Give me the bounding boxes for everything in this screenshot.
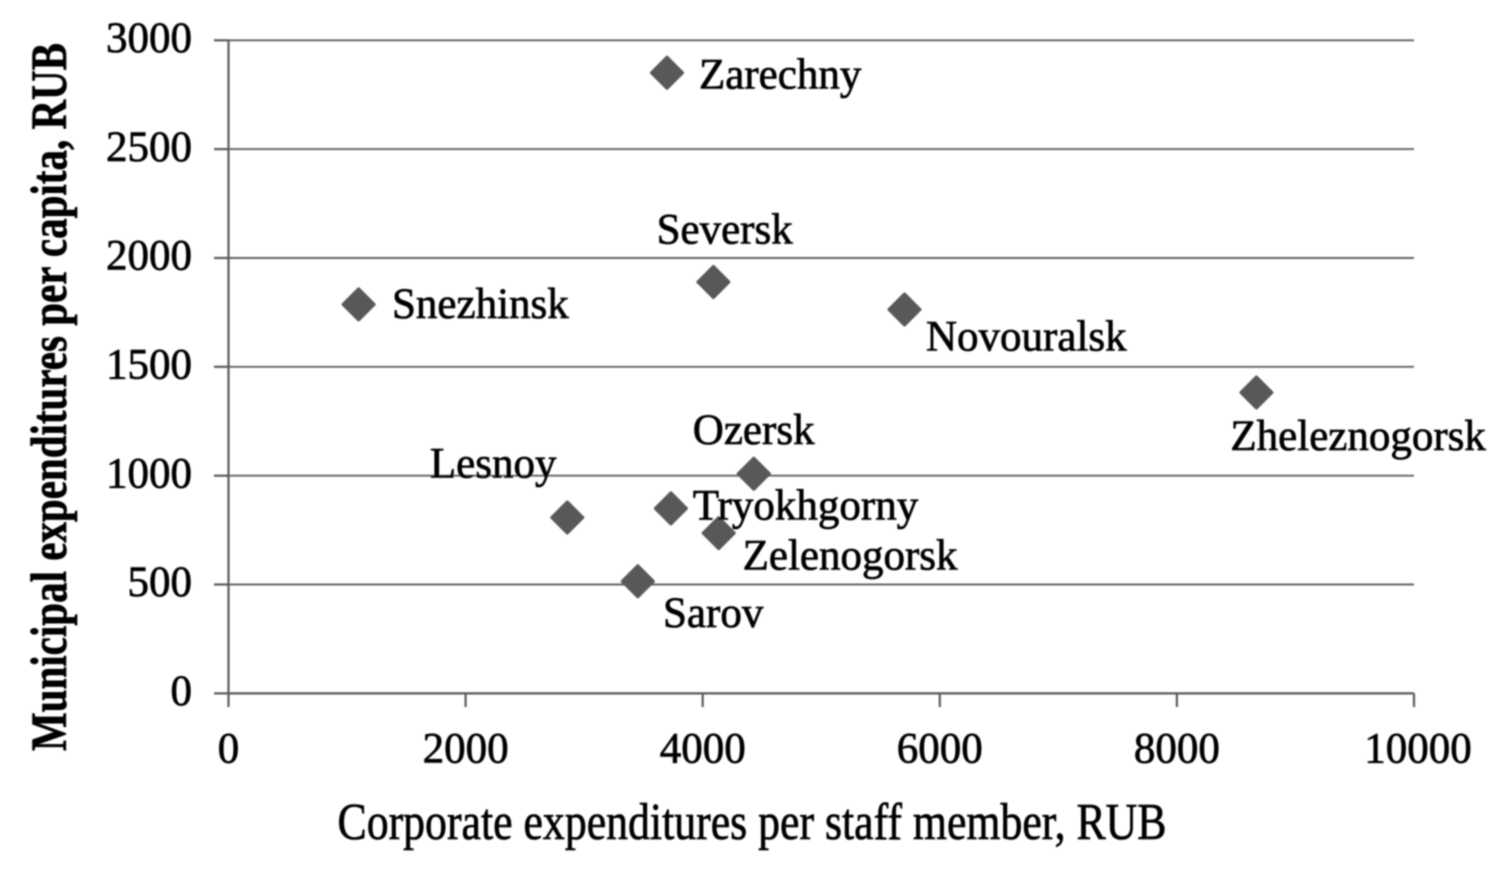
svg-text:10000: 10000: [1364, 726, 1472, 773]
svg-text:3000: 3000: [106, 15, 192, 62]
svg-text:Zelenogorsk: Zelenogorsk: [743, 532, 958, 579]
svg-text:Ozersk: Ozersk: [693, 407, 815, 454]
svg-text:Tryokhgorny: Tryokhgorny: [693, 483, 919, 530]
svg-text:Sarov: Sarov: [663, 590, 764, 637]
svg-text:Zheleznogorsk: Zheleznogorsk: [1230, 413, 1486, 460]
svg-text:Zarechny: Zarechny: [699, 52, 862, 99]
svg-text:2500: 2500: [106, 124, 192, 171]
svg-text:6000: 6000: [897, 726, 983, 773]
svg-text:1000: 1000: [106, 450, 192, 497]
svg-text:Corporate expenditures per sta: Corporate expenditures per staff member,…: [338, 794, 1167, 851]
svg-text:1500: 1500: [106, 342, 192, 389]
svg-text:2000: 2000: [106, 233, 192, 280]
svg-text:Seversk: Seversk: [657, 206, 794, 253]
svg-text:0: 0: [171, 668, 193, 715]
svg-text:500: 500: [128, 559, 193, 606]
svg-text:Snezhinsk: Snezhinsk: [392, 281, 569, 328]
svg-text:2000: 2000: [423, 726, 509, 773]
svg-text:Novouralsk: Novouralsk: [926, 314, 1127, 361]
svg-text:4000: 4000: [660, 726, 746, 773]
svg-text:8000: 8000: [1134, 726, 1220, 773]
svg-text:Municipal expenditures per cap: Municipal expenditures per capita, RUB: [22, 43, 78, 751]
svg-text:Lesnoy: Lesnoy: [430, 441, 557, 488]
svg-text:0: 0: [218, 726, 240, 773]
